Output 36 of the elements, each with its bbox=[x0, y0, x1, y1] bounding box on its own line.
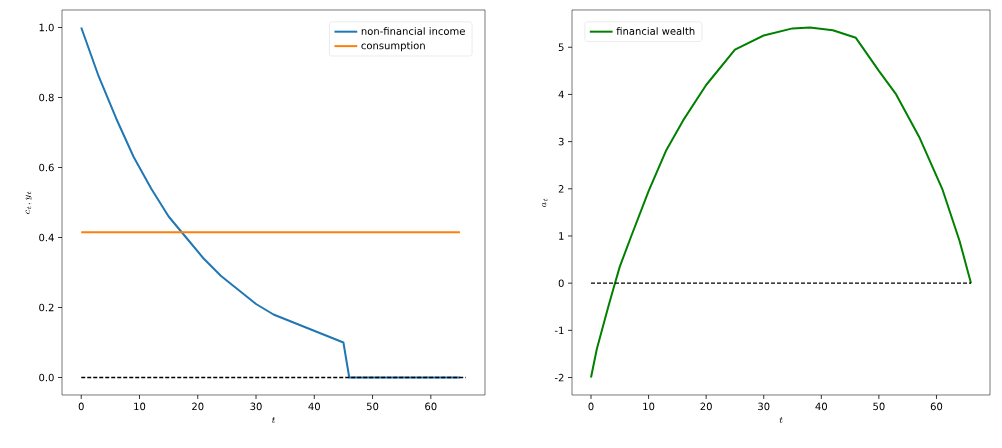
y-tick-label: -2 bbox=[554, 373, 564, 382]
y-tick-label: 1 bbox=[559, 232, 564, 240]
x-tick-label: 60 bbox=[930, 402, 943, 411]
x-tick-label: 60 bbox=[425, 402, 437, 411]
y-tick-label: 0 bbox=[558, 279, 564, 287]
y-tick-label: -1 bbox=[554, 326, 564, 334]
y-tick-label: 0.0 bbox=[39, 373, 54, 382]
y-tick-label: 0.2 bbox=[39, 303, 54, 312]
y-tick-label: 1.0 bbox=[39, 23, 54, 32]
x-tick-label: 30 bbox=[758, 402, 770, 411]
x-tick-label: 40 bbox=[815, 402, 827, 411]
y-axis-title: $a_t$ bbox=[542, 198, 548, 208]
y-tick-label: 0.6 bbox=[39, 163, 54, 172]
y-axis-title: $c_t, y_t$ bbox=[25, 191, 32, 214]
x-axis-title: $t$ bbox=[271, 416, 276, 423]
x-tick-label: 20 bbox=[192, 402, 204, 411]
y-tick-label: 0.4 bbox=[39, 233, 54, 242]
legend-label: financial wealth bbox=[616, 27, 695, 35]
x-tick-label: 10 bbox=[134, 402, 146, 411]
y-tick-label: 4 bbox=[558, 90, 564, 99]
x-axis-title: $t$ bbox=[779, 416, 783, 423]
y-tick-label: 3 bbox=[558, 137, 564, 146]
y-tick-label: 2 bbox=[558, 185, 564, 193]
legend-label: non-financial income bbox=[361, 27, 465, 35]
x-tick-label: 40 bbox=[308, 402, 320, 411]
x-tick-label: 0 bbox=[588, 402, 594, 411]
x-tick-label: 50 bbox=[873, 402, 885, 411]
line-series bbox=[590, 26, 973, 379]
x-tick-label: 50 bbox=[366, 402, 379, 411]
legend-label: consumption bbox=[361, 41, 425, 52]
x-tick-label: 0 bbox=[78, 402, 84, 411]
x-tick-label: 20 bbox=[700, 402, 712, 411]
y-tick-label: 0.8 bbox=[39, 93, 54, 102]
x-tick-label: 30 bbox=[250, 402, 262, 411]
y-tick-label: 5 bbox=[558, 43, 564, 51]
x-tick-label: 10 bbox=[643, 402, 655, 411]
